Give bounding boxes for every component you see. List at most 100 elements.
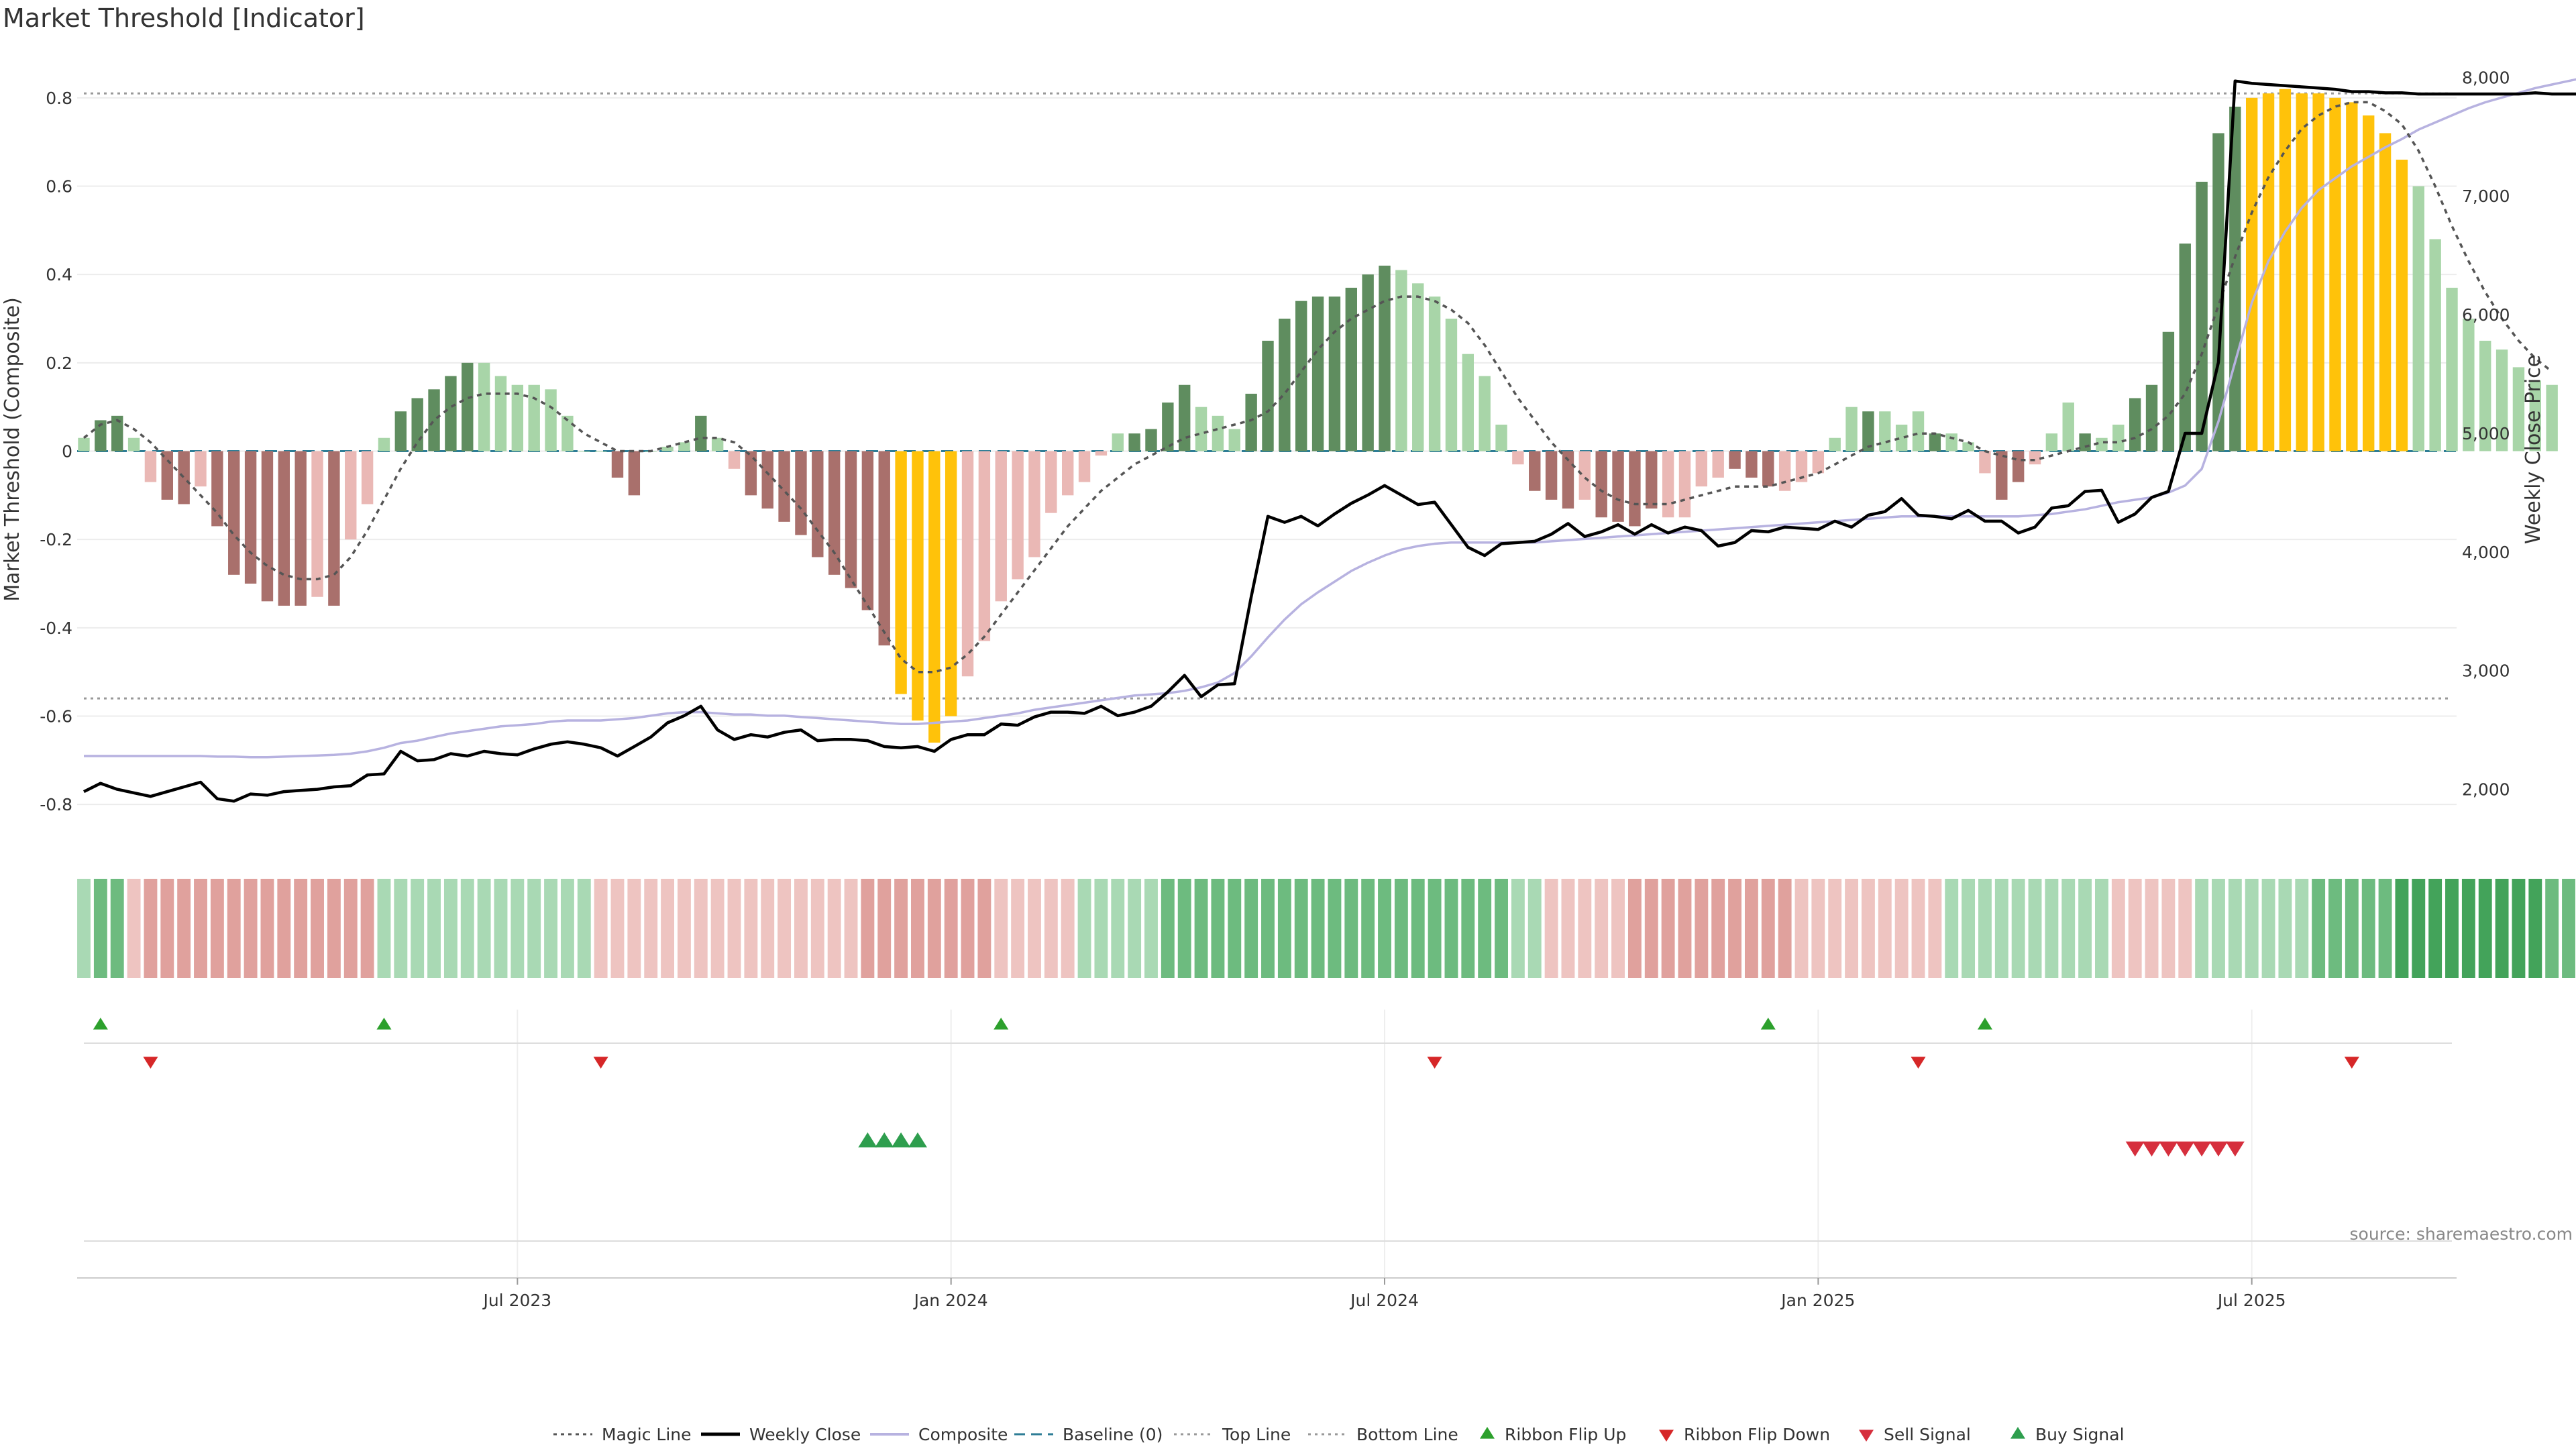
ribbon-cell — [1595, 879, 1609, 978]
composite-bar — [1012, 451, 1024, 580]
ribbon-cell — [1394, 879, 1408, 978]
ribbon-cell — [1728, 879, 1741, 978]
ribbon-cell — [2562, 879, 2575, 978]
ribbon-cell — [627, 879, 641, 978]
ribbon-cell — [194, 879, 207, 978]
composite-bar — [861, 451, 874, 610]
composite-bar — [1379, 266, 1391, 451]
composite-bar — [1295, 301, 1307, 451]
composite-bar — [828, 451, 841, 575]
ribbon-flip-up-marker — [1760, 1018, 1776, 1030]
ribbon-cell — [1994, 879, 2008, 978]
ribbon-flip-down-marker — [2344, 1057, 2359, 1069]
ribbon-cell — [110, 879, 124, 978]
ribbon-flip-up-marker — [376, 1018, 392, 1030]
ribbon-cell — [460, 879, 474, 978]
legend-swatch — [1859, 1430, 1874, 1442]
composite-bar — [945, 451, 957, 716]
ribbon-cell — [327, 879, 341, 978]
ribbon-cell — [544, 879, 557, 978]
ribbon-cell — [1228, 879, 1242, 978]
ribbon-cell — [2361, 879, 2375, 978]
composite-bar — [1212, 415, 1224, 451]
composite-bar — [1279, 319, 1291, 451]
ribbon-cell — [1344, 879, 1358, 978]
composite-bar — [928, 451, 941, 743]
composite-bar — [511, 384, 524, 451]
buy-signal-marker — [892, 1132, 911, 1148]
composite-bar — [1695, 451, 1708, 487]
ribbon-cell — [2378, 879, 2392, 978]
composite-bar — [2496, 350, 2508, 451]
composite-bar — [211, 451, 223, 527]
composite-bar — [2079, 433, 2091, 451]
series-lines — [83, 78, 2576, 803]
x-tick-label: Jul 2023 — [482, 1291, 551, 1310]
ribbon-cell — [260, 879, 274, 978]
ribbon-cell — [1678, 879, 1692, 978]
composite-bar — [2129, 398, 2141, 451]
ribbon-cell — [1161, 879, 1175, 978]
buy-signal-marker — [875, 1132, 894, 1148]
ribbon-cell — [2528, 879, 2542, 978]
ribbon-cell — [677, 879, 691, 978]
buy-signal-marker — [908, 1132, 927, 1148]
weekly-close-line — [83, 79, 2576, 803]
ribbon-cell — [2111, 879, 2125, 978]
ribbon-cell — [727, 879, 741, 978]
composite-bar — [1028, 451, 1040, 557]
composite-bar — [1895, 425, 1908, 451]
buy-signal-marker — [858, 1132, 877, 1148]
ribbon-cell — [160, 879, 174, 978]
ribbon-cell — [1461, 879, 1475, 978]
composite-bar — [1045, 451, 1057, 513]
ribbon-cell — [827, 879, 841, 978]
ribbon-cell — [511, 879, 525, 978]
composite-bar — [311, 451, 323, 597]
composite-bar — [1729, 451, 1741, 469]
composite-bar — [1979, 451, 1991, 474]
composite-bar — [1929, 433, 1941, 451]
composite-bar — [2062, 402, 2074, 451]
ribbon-cell — [560, 879, 574, 978]
composite-bar — [628, 451, 641, 496]
composite-bar — [1512, 451, 1524, 465]
ribbon-cell — [1028, 879, 1041, 978]
x-tick-label: Jul 2025 — [2216, 1291, 2286, 1310]
ribbon-cell — [1778, 879, 1792, 978]
composite-bar — [2463, 319, 2475, 451]
composite-bar — [878, 451, 890, 646]
left-tick-label: -0.8 — [40, 795, 72, 814]
ribbon-cell — [877, 879, 892, 978]
ribbon-cell — [2195, 879, 2209, 978]
composite-bar — [2312, 93, 2324, 451]
composite-bar — [594, 451, 607, 452]
ribbon-cell — [1878, 879, 1892, 978]
ribbon-cell — [894, 879, 908, 978]
legend-label: Magic Line — [602, 1425, 692, 1444]
ribbon-cell — [144, 879, 158, 978]
ribbon-flip-up-marker — [1977, 1018, 1992, 1030]
composite-bar — [1562, 451, 1574, 509]
ribbon-cell — [2161, 879, 2176, 978]
ribbon-cell — [1261, 879, 1275, 978]
ribbon-cell — [1527, 879, 1542, 978]
ribbon-cell — [394, 879, 408, 978]
ribbon-cell — [761, 879, 775, 978]
composite-bar — [1746, 451, 1758, 478]
composite-bar — [411, 398, 423, 451]
composite-bar — [1412, 283, 1424, 451]
ribbon-cell — [1644, 879, 1658, 978]
legend-swatch — [2010, 1427, 2025, 1439]
composite-bar — [2296, 93, 2308, 451]
composite-bar — [2145, 384, 2158, 451]
composite-bar — [394, 411, 407, 451]
composite-bar — [2529, 380, 2541, 451]
composite-bar — [1662, 451, 1674, 518]
ribbon-cell — [1378, 879, 1391, 978]
composite-bar — [961, 451, 974, 677]
composite-bars — [78, 89, 2558, 743]
composite-bar — [2479, 340, 2491, 451]
composite-bar — [2012, 451, 2025, 482]
ribbon-cell — [1444, 879, 1458, 978]
